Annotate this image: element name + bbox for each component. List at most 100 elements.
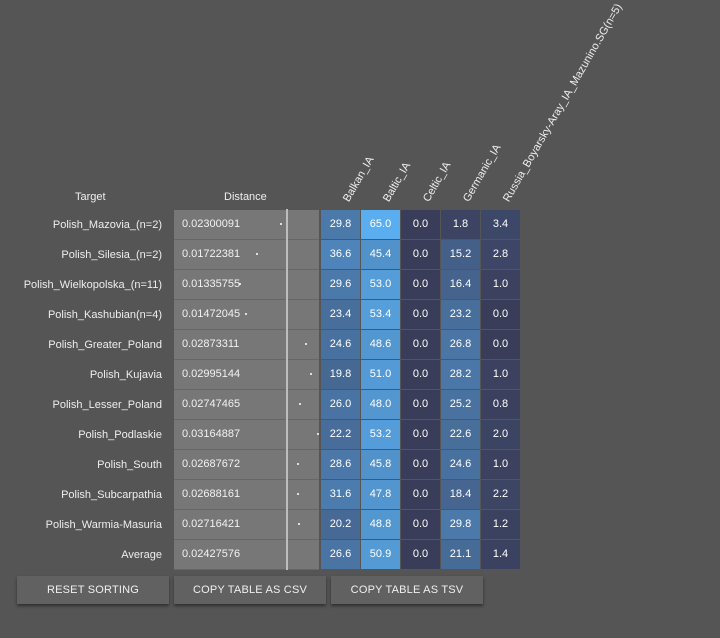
distance-value: 0.01472045: [182, 308, 241, 320]
value-cell: 45.8: [361, 450, 400, 479]
value-cell: 1.0: [481, 450, 520, 479]
row-label: Polish_Warmia-Masuria: [45, 519, 162, 531]
value-cell: 0.0: [401, 300, 440, 329]
row-label: Polish_Greater_Poland: [48, 339, 162, 351]
row-label: Polish_South: [97, 459, 162, 471]
row-label: Polish_Podlaskie: [78, 429, 162, 441]
value-cell: 0.0: [401, 210, 440, 239]
distance-value: 0.02747465: [182, 398, 241, 410]
value-cell: 48.6: [361, 330, 400, 359]
header-target[interactable]: Target: [75, 191, 106, 203]
value-cell: 0.0: [401, 540, 440, 569]
value-cell: 31.6: [321, 480, 360, 509]
value-cell: 0.0: [401, 480, 440, 509]
distance-cell: 0.02873311: [174, 330, 319, 360]
value-cell: 26.0: [321, 390, 360, 419]
copy-tsv-button[interactable]: COPY TABLE AS TSV: [331, 576, 483, 604]
table-row: Polish_Silesia_(n=2) 0.01722381 36.6 45.4 0.…: [0, 240, 720, 270]
table-row: Polish_Lesser_Poland 0.02747465 26.0 48.0 0.…: [0, 390, 720, 420]
distance-cell: 0.03164887: [174, 420, 319, 450]
value-cell: 28.6: [321, 450, 360, 479]
value-cell: 22.6: [441, 420, 480, 449]
distance-value: 0.02427576: [182, 548, 241, 560]
value-cell: 1.4: [481, 540, 520, 569]
row-label: Polish_Silesia_(n=2): [61, 249, 162, 261]
value-cell: 19.8: [321, 360, 360, 389]
distance-marker: [245, 313, 247, 315]
distance-cell: 0.02747465: [174, 390, 319, 420]
distance-cell: 0.02995144: [174, 360, 319, 390]
distance-value: 0.02873311: [182, 338, 240, 350]
value-cell: 0.0: [401, 330, 440, 359]
copy-csv-button[interactable]: COPY TABLE AS CSV: [174, 576, 326, 604]
value-cell: 3.4: [481, 210, 520, 239]
value-cell: 29.8: [441, 510, 480, 539]
value-cell: 1.0: [481, 360, 520, 389]
column-header-0[interactable]: Balkan_IA: [341, 154, 377, 204]
value-cell: 0.0: [401, 270, 440, 299]
value-cell: 53.4: [361, 300, 400, 329]
distance-marker: [297, 463, 299, 465]
distance-cell: 0.02427576: [174, 540, 319, 570]
average-distance-line: [286, 209, 288, 570]
table-row: Polish_Warmia-Masuria 0.02716421 20.2 48.8 0…: [0, 510, 720, 540]
column-header-1[interactable]: Baltic_IA: [381, 160, 414, 204]
distance-value: 0.01722381: [182, 248, 241, 260]
distance-cell: 0.02688161: [174, 480, 319, 510]
distance-cell: 0.02687672: [174, 450, 319, 480]
value-cell: 48.8: [361, 510, 400, 539]
distance-marker: [317, 433, 319, 435]
column-header-4[interactable]: Russia_Boyarsky-Aray_IA_Mazunino.SG(n=5): [501, 1, 625, 205]
row-label: Polish_Mazovia_(n=2): [52, 219, 162, 231]
reset-sorting-button[interactable]: RESET SORTING: [17, 576, 169, 604]
value-cell: 0.0: [401, 390, 440, 419]
value-cell: 1.2: [481, 510, 520, 539]
value-cell: 15.2: [441, 240, 480, 269]
row-label: Average: [121, 549, 162, 561]
value-cell: 47.8: [361, 480, 400, 509]
distance-value: 0.03164887: [182, 428, 241, 440]
value-cell: 29.8: [321, 210, 360, 239]
value-cell: 28.2: [441, 360, 480, 389]
distance-marker: [310, 373, 312, 375]
value-cell: 0.0: [401, 360, 440, 389]
value-cell: 26.8: [441, 330, 480, 359]
value-cell: 0.0: [401, 450, 440, 479]
distance-value: 0.02687672: [182, 458, 241, 470]
row-label: Polish_Wielkopolska_(n=11): [23, 279, 162, 291]
distance-value: 0.01335755: [182, 278, 241, 290]
value-cell: 53.2: [361, 420, 400, 449]
table-row: Polish_Subcarpathia 0.02688161 31.6 47.8 0.0…: [0, 480, 720, 510]
value-cell: 2.0: [481, 420, 520, 449]
table-row: Polish_Wielkopolska_(n=11) 0.01335755 29.6…: [0, 270, 720, 300]
distance-value: 0.02300091: [182, 218, 241, 230]
column-header-3[interactable]: Germanic_IA: [461, 142, 504, 204]
value-cell: 29.6: [321, 270, 360, 299]
value-cell: 2.2: [481, 480, 520, 509]
value-cell: 1.8: [441, 210, 480, 239]
distance-value: 0.02995144: [182, 368, 241, 380]
value-cell: 1.0: [481, 270, 520, 299]
average-row: Average 0.02427576 26.6 50.9 0.0 21.1 1.4: [0, 540, 720, 570]
table-row: Polish_Mazovia_(n=2) 0.02300091 29.8 65.0 0.…: [0, 210, 720, 240]
distance-value: 0.02688161: [182, 488, 241, 500]
table-row: Polish_Podlaskie 0.03164887 22.2 53.2 0.0 22.…: [0, 420, 720, 450]
column-header-2[interactable]: Celtic_IA: [421, 159, 454, 204]
distance-marker: [305, 343, 307, 345]
table-row: Polish_Greater_Poland 0.02873311 24.6 48.6 0…: [0, 330, 720, 360]
value-cell: 24.6: [321, 330, 360, 359]
value-cell: 0.0: [481, 330, 520, 359]
value-cell: 65.0: [361, 210, 400, 239]
value-cell: 48.0: [361, 390, 400, 419]
distance-cell: 0.01722381: [174, 240, 319, 270]
distance-cell: 0.02716421: [174, 510, 319, 540]
value-cell: 45.4: [361, 240, 400, 269]
header-distance[interactable]: Distance: [224, 191, 267, 203]
distance-marker: [299, 403, 301, 405]
value-cell: 0.0: [401, 510, 440, 539]
value-cell: 0.0: [481, 300, 520, 329]
value-cell: 21.1: [441, 540, 480, 569]
value-cell: 23.2: [441, 300, 480, 329]
value-cell: 36.6: [321, 240, 360, 269]
distance-marker: [239, 283, 241, 285]
